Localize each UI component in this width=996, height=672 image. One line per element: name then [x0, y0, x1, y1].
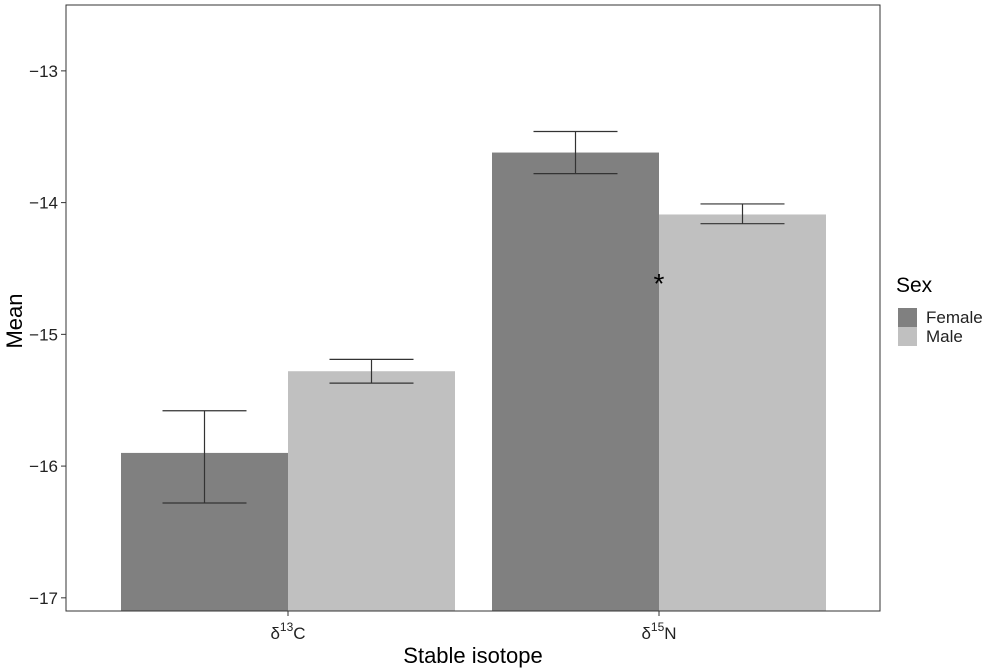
legend-title: Sex	[896, 274, 933, 297]
legend-key-female	[898, 308, 917, 327]
y-tick-label: −17	[29, 589, 58, 608]
bar-male-0	[288, 371, 455, 611]
error-bar-female-1	[533, 130, 618, 175]
legend-key-male	[898, 327, 917, 346]
y-tick-label: −16	[29, 457, 58, 476]
legend-label-male: Male	[926, 327, 963, 346]
x-axis-title: Stable isotope	[403, 643, 542, 668]
legend-label-female: Female	[926, 308, 983, 327]
error-bar-male-0	[329, 358, 414, 384]
error-bar-male-1	[700, 203, 785, 225]
plot-panel-border	[65, 4, 881, 612]
bar-male-1	[659, 214, 826, 611]
y-tick-label: −13	[29, 62, 58, 81]
y-axis-title: Mean	[2, 293, 27, 348]
x-tick-label: δ15N	[641, 620, 676, 643]
y-tick-label: −14	[29, 194, 58, 213]
x-tick-label: δ13C	[270, 620, 305, 643]
bar-female-1	[492, 152, 659, 611]
error-bar-female-0	[162, 410, 247, 504]
y-tick-label: −15	[29, 325, 58, 344]
significance-marker: *	[654, 268, 665, 299]
